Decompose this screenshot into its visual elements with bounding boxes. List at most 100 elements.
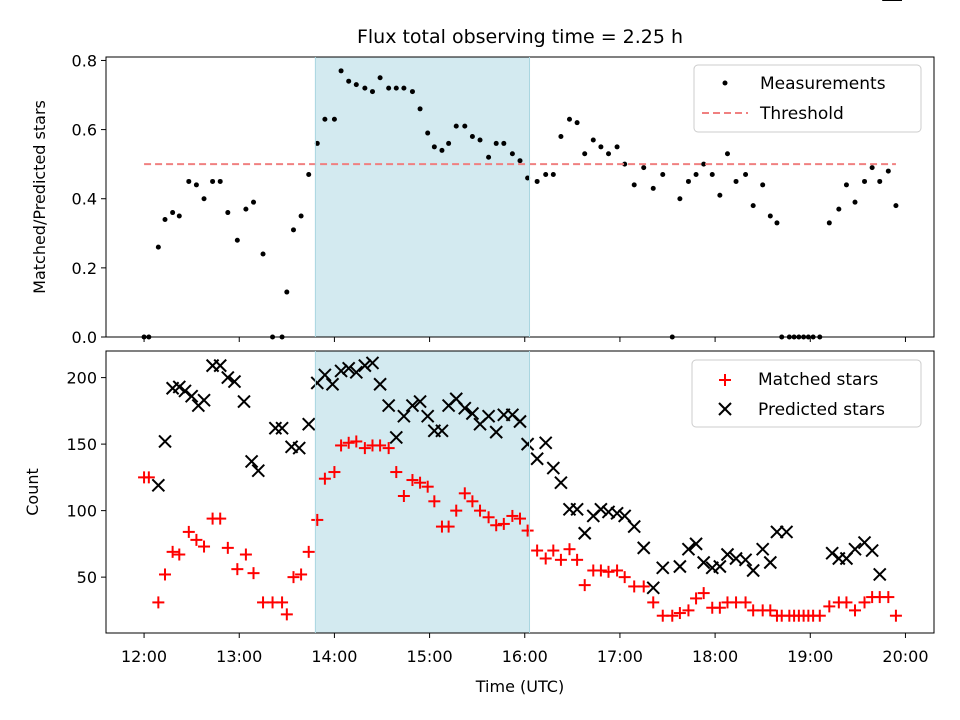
measurement-point [517, 158, 523, 164]
measurement-point [743, 172, 749, 178]
matched-stars-point [406, 474, 419, 487]
measurement-point [877, 178, 883, 184]
predicted-stars-point [646, 581, 660, 595]
measurement-point [170, 210, 176, 216]
predicted-stars-point [151, 478, 166, 493]
matched-stars-point [666, 609, 679, 622]
matched-stars-point [497, 517, 510, 530]
matched-stars-point [858, 596, 871, 609]
measurement-point [677, 196, 683, 202]
measurement-point [631, 182, 637, 188]
top-panel: 0.0 0.2 0.4 0.6 0.8 Flux total observing tim… [30, 26, 935, 347]
predicted-stars-point [746, 563, 760, 578]
matched-stars-point [428, 495, 441, 508]
matched-stars-point [578, 579, 591, 592]
measurement-point [439, 147, 445, 153]
bottom-panel: 50 100 150 200 12:00 13:00 14:00 15:00 16:00 17:… [23, 0, 935, 696]
predicted-stars-point [681, 542, 696, 556]
matched-stars-point [231, 563, 244, 576]
predicted-stars-point [617, 509, 632, 523]
measurement-point [284, 289, 290, 295]
predicted-stars-point [397, 409, 411, 423]
predicted-stars-point [465, 406, 480, 421]
measurement-point [760, 182, 766, 188]
measurement-point [225, 210, 231, 216]
measurement-point [862, 178, 868, 184]
measurement-point [606, 151, 612, 157]
measurement-point [417, 106, 423, 112]
measurement-point [660, 172, 666, 178]
matched-stars-point [350, 435, 363, 448]
measurement-point [534, 178, 540, 184]
predicted-stars-point [341, 361, 356, 375]
matched-stars-point [521, 524, 534, 537]
measurement-point [298, 213, 304, 219]
matched-stars-point [198, 540, 211, 553]
measurement-point [641, 165, 647, 171]
predicted-stars-point [405, 398, 420, 413]
measurement-point [493, 140, 499, 146]
measurement-point [462, 123, 468, 129]
measurement-point [574, 120, 580, 126]
measurement-point [885, 168, 891, 174]
x-tick-label: 17:00 [597, 647, 643, 666]
measurement-point [893, 203, 899, 209]
matched-stars-point [190, 533, 203, 546]
matched-stars-point [280, 608, 293, 621]
predicted-stars-point [184, 389, 199, 403]
x-tick-label: 16:00 [502, 647, 548, 666]
measurement-point [331, 116, 337, 122]
predicted-stars-point [349, 365, 364, 379]
matched-stars-point [739, 596, 752, 609]
matched-stars-point [374, 439, 387, 452]
measurement-point [401, 85, 407, 91]
measurement-point [869, 165, 875, 171]
predicted-stars-point [213, 358, 227, 373]
measurement-point [369, 89, 375, 95]
predicted-stars-point [873, 567, 887, 582]
measurement-point [201, 196, 207, 202]
measurement-point [362, 85, 368, 91]
measurement-point [322, 116, 328, 122]
matched-stars-point [173, 548, 186, 561]
predicted-stars-point [546, 461, 561, 475]
measurement-point [314, 140, 320, 146]
matched-stars-point [450, 504, 463, 517]
matched-stars-point [571, 553, 584, 566]
bottom-y-tick-label: 50 [77, 568, 97, 587]
matched-stars-point [882, 591, 895, 604]
matched-stars-point [152, 596, 165, 609]
measurement-point [469, 134, 475, 140]
predicted-stars-point [594, 502, 608, 516]
measurement-point [543, 172, 549, 178]
measurement-point [836, 206, 842, 212]
matched-stars-point [221, 541, 234, 554]
measurement-point [409, 89, 415, 95]
matched-stars-point [166, 545, 179, 558]
measurement-point [650, 185, 656, 191]
top-y-tick-label: 0.4 [72, 190, 97, 209]
measurement-point [622, 161, 628, 167]
measurement-point [155, 244, 161, 250]
measurement-point [501, 140, 507, 146]
measurement-point [525, 175, 531, 181]
bottom-series [138, 0, 902, 622]
matched-stars-point [849, 604, 862, 617]
matched-stars-point [482, 511, 495, 524]
measurement-point [217, 178, 223, 184]
matched-stars-point [673, 607, 686, 620]
measurement-point [446, 140, 452, 146]
measurement-point [598, 144, 604, 150]
predicted-stars-point [244, 454, 259, 469]
bottom-y-tick-label: 200 [66, 369, 97, 388]
matched-stars-point [554, 553, 567, 566]
bottom-legend-box [691, 359, 922, 428]
matched-stars-point [539, 552, 552, 565]
measurement-point [774, 220, 780, 226]
legend-matched-marker [719, 374, 731, 386]
predicted-stars-point [865, 543, 879, 558]
predicted-stars-point [458, 401, 472, 415]
predicted-stars-point [237, 394, 251, 409]
predicted-stars-point [318, 368, 332, 382]
